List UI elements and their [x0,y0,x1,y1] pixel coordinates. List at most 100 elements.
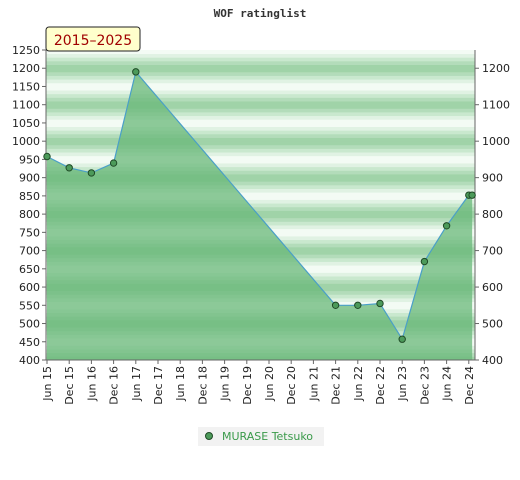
right-tick-label: 900 [482,172,503,185]
background-band [46,82,475,87]
background-band [46,195,475,200]
background-band [46,108,475,113]
left-tick-label: 600 [19,281,40,294]
background-band [46,192,475,197]
right-tick-label: 800 [482,208,503,221]
background-band [46,137,475,142]
chart-title: WOF ratinglist [214,7,307,20]
data-point [132,68,140,76]
left-tick-label: 1150 [12,80,40,93]
axes [45,50,476,361]
background-band [46,159,475,164]
right-tick-label: 400 [482,354,503,367]
left-tick-label: 400 [19,354,40,367]
background-band [46,93,475,98]
background-band [46,101,475,106]
left-tick-label: 850 [19,190,40,203]
background-band [46,122,475,127]
background-band [46,152,475,157]
left-tick-label: 750 [19,226,40,239]
legend-marker [205,432,213,440]
x-tick-label: Dec 24 [463,366,476,405]
background-band [46,210,475,215]
data-point [420,257,429,266]
background-band [46,141,475,146]
x-tick-label: Dec 21 [330,366,343,405]
data-point [43,152,51,161]
right-tick-label: 1000 [482,135,510,148]
x-tick-label: Jun 21 [307,366,320,402]
left-tick-label: 1100 [12,99,40,112]
left-tick-label: 1000 [12,135,40,148]
x-tick-label: Dec 17 [152,366,165,405]
background-band [46,104,475,109]
background-band [46,71,475,76]
x-tick-label: Dec 22 [374,366,387,405]
data-point [65,164,73,172]
background-band [46,203,475,208]
background-band [46,177,475,182]
data-markers [43,68,476,343]
data-point [87,169,96,177]
x-tick-label: Dec 23 [418,366,431,405]
right-axis-ticks: 400 500 600 700 800 900 1000 1100 1200 [475,62,510,367]
background-band [46,166,475,171]
left-tick-label: 1250 [12,44,40,57]
x-tick-label: Jun 22 [352,366,365,402]
data-point [354,301,362,309]
left-tick-label: 950 [19,153,40,166]
background-band [46,155,475,160]
x-tick-label: Jun 18 [174,366,187,402]
x-tick-label: Jun 23 [396,366,409,402]
background-band [46,53,475,58]
right-tick-label: 1200 [482,62,510,75]
left-tick-label: 1050 [12,117,40,130]
date-range-badge: 2015–2025 [45,26,141,52]
background-band [46,181,475,186]
left-tick-label: 700 [19,245,40,258]
background-band [46,130,475,135]
x-tick-label: Jun 24 [441,366,454,402]
left-tick-label: 900 [19,172,40,185]
x-tick-label: Jun 19 [219,366,232,402]
date-range-label: 2015–2025 [54,33,132,49]
x-tick-label: Jun 15 [41,366,54,402]
background-band [46,214,475,219]
background-band [46,163,475,168]
background-band [46,199,475,204]
left-tick-label: 550 [19,299,40,312]
right-tick-label: 500 [482,318,503,331]
legend-entry-label: MURASE Tetsuko [222,430,313,443]
left-tick-label: 1200 [12,62,40,75]
background-band [46,68,475,73]
background-band [46,126,475,131]
background-band [46,112,475,117]
background-band [46,75,475,80]
background-band [46,119,475,124]
left-tick-label: 650 [19,263,40,276]
x-axis-ticks: Jun 15 Dec 15 Jun 16 Dec 16 Jun 17 Dec 17 Jun … [41,360,476,405]
right-tick-label: 1100 [482,99,510,112]
background-band [46,115,475,120]
background-band [46,188,475,193]
background-band [46,97,475,102]
background-band [46,133,475,138]
background-band [46,90,475,95]
background-band [46,148,475,153]
data-point [468,191,476,199]
data-point [376,299,384,308]
background-band [46,184,475,189]
right-tick-label: 700 [482,245,503,258]
x-tick-label: Dec 20 [285,366,298,405]
x-tick-label: Jun 16 [85,366,98,402]
left-tick-label: 500 [19,318,40,331]
series-area [47,71,473,360]
x-tick-label: Dec 15 [63,366,76,405]
right-tick-label: 600 [482,281,503,294]
background-band [46,60,475,65]
x-tick-label: Dec 16 [108,366,121,405]
background-band [46,174,475,179]
legend: MURASE Tetsuko [198,427,324,446]
left-tick-label: 800 [19,208,40,221]
